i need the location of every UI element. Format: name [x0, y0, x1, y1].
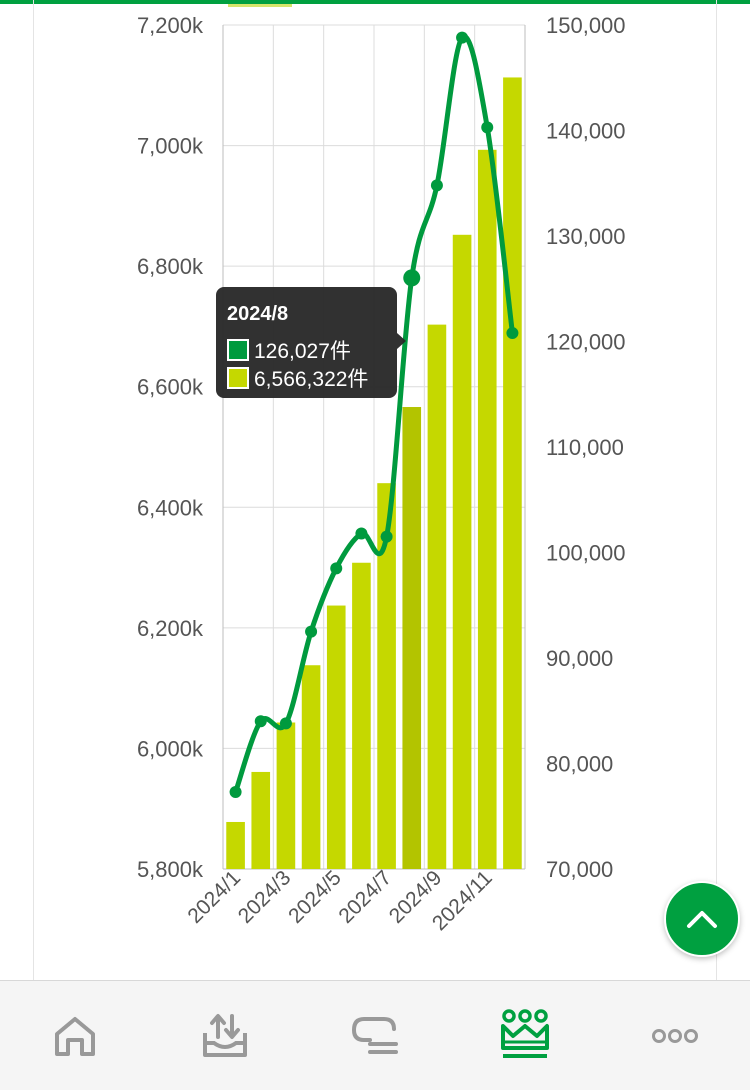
left-tick-label: 6,600k	[137, 375, 204, 400]
left-tick-label: 7,000k	[137, 134, 204, 159]
header-tab-indicator	[228, 4, 292, 7]
bar	[251, 771, 271, 869]
right-tick-label: 130,000	[546, 224, 626, 249]
chart-grid	[222, 24, 526, 870]
left-tick-label: 6,400k	[137, 495, 204, 520]
tooltip-row-total: 6,566,322件	[227, 363, 368, 393]
x-tick-label: 2024/5	[284, 866, 346, 928]
left-tick-label: 6,000k	[137, 736, 204, 761]
tooltip-swatch-bar	[227, 367, 249, 389]
nav-upload[interactable]	[175, 981, 275, 1090]
line-point	[305, 625, 318, 638]
x-tick-label: 2024/3	[234, 866, 296, 928]
line-point	[355, 527, 368, 540]
bar	[226, 821, 245, 869]
bar-series	[226, 77, 522, 870]
right-tick-label: 80,000	[546, 752, 613, 777]
line-path	[233, 33, 515, 793]
right-tick-label: 100,000	[546, 541, 626, 566]
chat-list-icon	[351, 1016, 398, 1054]
nav-more[interactable]	[625, 981, 725, 1090]
nav-ranking[interactable]	[475, 981, 575, 1090]
right-tick-label: 140,000	[546, 119, 626, 144]
scroll-to-top-button[interactable]	[664, 881, 740, 957]
nav-chat[interactable]	[325, 981, 425, 1090]
more-icon	[652, 1028, 698, 1043]
line-point	[481, 121, 494, 134]
bar	[503, 77, 522, 870]
left-axis-ticks: 5,800k 6,000k 6,200k 6,400k 6,600k 6,800k 7,00…	[137, 13, 204, 882]
bar	[276, 722, 296, 869]
right-tick-label: 120,000	[546, 330, 626, 355]
tooltip-title: 2024/8	[227, 303, 289, 325]
left-tick-label: 7,200k	[137, 13, 204, 38]
line-point	[254, 715, 267, 728]
bar	[352, 562, 371, 869]
bar	[477, 149, 497, 869]
right-tick-label: 150,000	[546, 13, 626, 38]
x-tick-label: 2024/7	[334, 866, 396, 928]
left-tick-label: 6,200k	[137, 616, 204, 641]
right-tick-label: 70,000	[546, 857, 613, 882]
bar	[402, 407, 422, 869]
combo-chart: 5,800k 6,000k 6,200k 6,400k 6,600k 6,800k 7,00…	[137, 13, 626, 935]
line-point	[403, 269, 421, 287]
line-point	[506, 327, 519, 340]
line-point	[229, 785, 242, 798]
line-point	[330, 562, 343, 575]
line-series	[229, 31, 519, 798]
tooltip-value-count: 126,027件	[254, 340, 351, 363]
tooltip-row-count: 126,027件	[227, 335, 351, 365]
ranking-crown-icon	[501, 1008, 549, 1058]
line-point	[430, 179, 443, 192]
tooltip-swatch-line	[227, 339, 249, 361]
home-icon	[55, 1016, 95, 1056]
chart-tooltip: 2024/8 126,027件 6,566,322件	[216, 287, 406, 398]
line-point	[456, 31, 469, 44]
left-divider	[33, 0, 34, 980]
bar	[427, 324, 447, 869]
bottom-navigation	[0, 980, 750, 1090]
tooltip-value-total: 6,566,322件	[254, 368, 369, 391]
header-accent-line	[0, 0, 750, 4]
left-tick-label: 6,800k	[137, 254, 204, 279]
bar	[377, 483, 396, 869]
chevron-up-icon	[687, 911, 717, 928]
line-point	[279, 717, 292, 730]
line-point	[380, 530, 393, 543]
nav-home[interactable]	[25, 981, 125, 1090]
left-tick-label: 5,800k	[137, 857, 204, 882]
bar	[301, 665, 321, 869]
right-tick-label: 90,000	[546, 646, 613, 671]
bar	[452, 234, 472, 869]
right-tick-label: 110,000	[546, 435, 624, 460]
right-axis-ticks: 70,000 80,000 90,000 100,000 110,000 120,000 1…	[546, 13, 626, 882]
upload-tray-icon	[203, 1013, 247, 1057]
bar	[326, 605, 346, 869]
right-divider	[716, 0, 717, 980]
